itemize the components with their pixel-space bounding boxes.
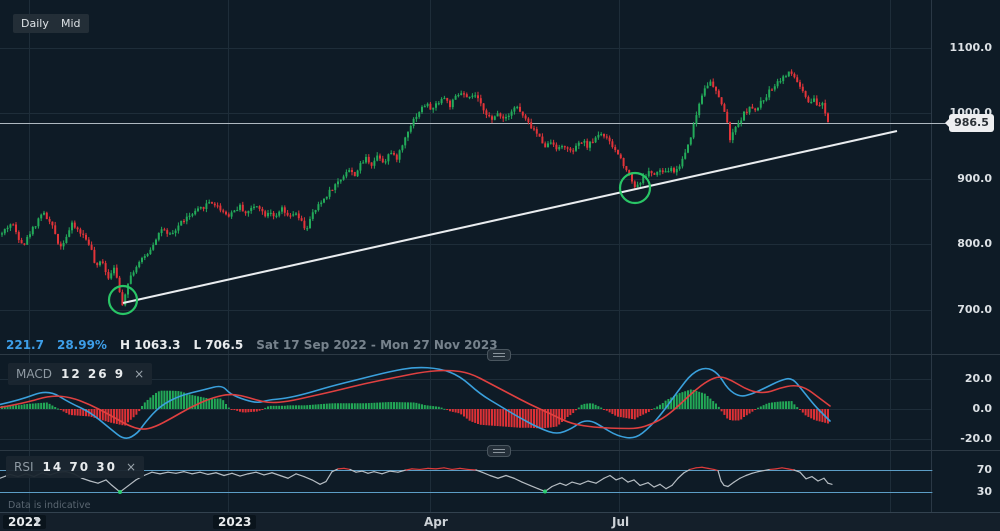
rsi-panel-resize-handle[interactable]: [487, 445, 511, 457]
rsi-axis-tick: 30: [976, 485, 992, 498]
macd-axis-tick: -20.0: [960, 432, 992, 445]
rsi-params: 14 70 30: [42, 460, 117, 474]
macd-params: 12 26 9: [60, 367, 126, 381]
time-axis-month-label: Jul: [612, 515, 630, 529]
macd-panel-resize-handle[interactable]: [487, 349, 511, 361]
rsi-indicator-label: RSI 14 70 30 ×: [6, 456, 145, 478]
macd-name: MACD: [16, 367, 52, 381]
price-axis-tick: 900.0: [957, 172, 992, 185]
macd-close-icon[interactable]: ×: [134, 367, 145, 381]
date-range: Sat 17 Sep 2022 - Mon 27 Nov 2023: [256, 338, 498, 352]
time-axis-month-label: Apr: [424, 515, 448, 529]
rsi-name: RSI: [14, 460, 34, 474]
time-axis[interactable]: 2022 2023 t Apr Jul: [0, 512, 1000, 531]
period-high: H 1063.3: [119, 338, 181, 352]
time-axis-month-label: t: [35, 515, 41, 529]
instrument-stats-bar: 221.7 28.99% H 1063.3 L 706.5 Sat 17 Sep…: [6, 338, 498, 352]
current-price-label: 986.5: [945, 114, 994, 132]
period-low: L 706.5: [193, 338, 244, 352]
data-indicative-note: Data is indicative: [8, 500, 91, 511]
change-value: 221.7: [6, 338, 44, 352]
timeframe-daily-button[interactable]: Daily: [13, 14, 57, 33]
time-axis-year-label: 2022: [3, 515, 47, 529]
price-axis-tick: 1100.0: [949, 41, 992, 54]
price-axis-tick: 800.0: [957, 237, 992, 250]
change-percent: 28.99%: [56, 338, 107, 352]
macd-axis-tick: 0.0: [972, 402, 993, 415]
chart-style-mid-button[interactable]: Mid: [53, 14, 89, 33]
macd-indicator-label: MACD 12 26 9 ×: [8, 363, 153, 385]
rsi-axis-tick: 70: [976, 463, 992, 476]
time-axis-year-label: 2023: [213, 515, 257, 529]
rsi-close-icon[interactable]: ×: [125, 460, 137, 474]
macd-axis-tick: 20.0: [964, 372, 992, 385]
price-axis-tick: 700.0: [957, 303, 992, 316]
